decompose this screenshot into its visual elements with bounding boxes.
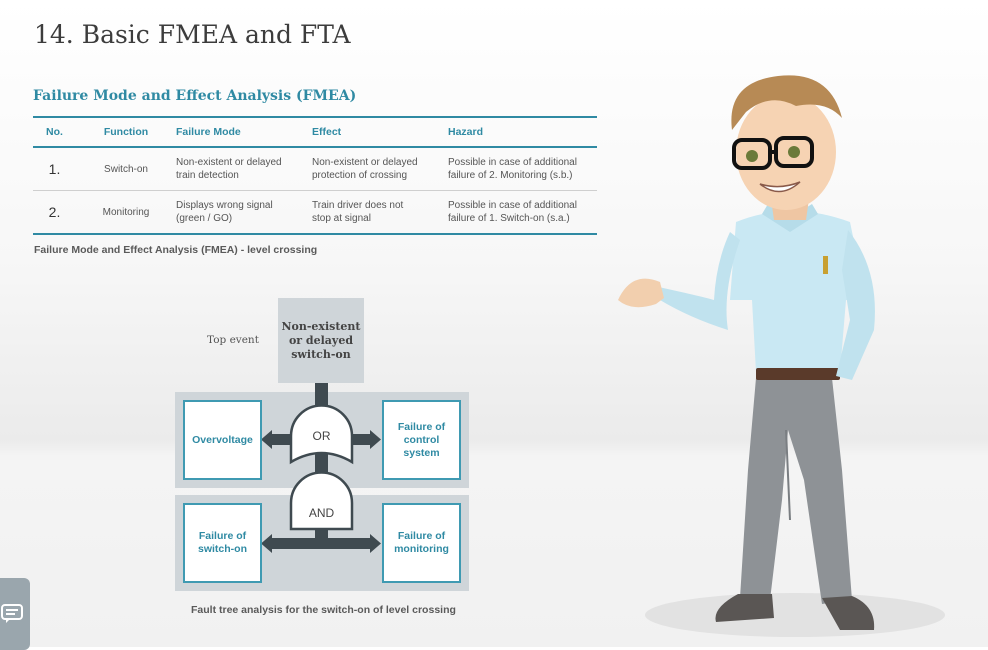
row-no: 1. <box>33 147 76 191</box>
top-event-text: Non-existent or delayed switch-on <box>281 319 361 361</box>
left-shoe <box>715 594 774 622</box>
table-row: 2. Monitoring Displays wrong signal (gre… <box>33 191 597 235</box>
row-failure-mode-text: Non-existent or delayed train detection <box>176 157 282 181</box>
floor-shadow <box>645 593 945 637</box>
arrow-to-control-failure <box>370 430 381 449</box>
switch-on-failure-box: Failure of switch-on <box>183 503 262 583</box>
smile <box>759 181 801 193</box>
table-row: 1. Switch-on Non-existent or delayed tra… <box>33 147 597 191</box>
row-hazard-text: Possible in case of additional failure o… <box>448 157 577 181</box>
left-arm <box>654 232 740 330</box>
pocket-pen <box>823 256 828 274</box>
page-title: 14. Basic FMEA and FTA <box>34 20 351 49</box>
fmea-section-title: Failure Mode and Effect Analysis (FMEA) <box>33 88 357 104</box>
or-gate-shape <box>289 404 354 465</box>
row-failure-mode: Non-existent or delayed train detection <box>176 147 312 191</box>
row-hazard: Possible in case of additional failure o… <box>448 147 597 191</box>
monitoring-failure-box: Failure of monitoring <box>382 503 461 583</box>
and-connector-horizontal <box>270 538 374 549</box>
top-event-label: Top event <box>207 334 259 346</box>
right-shoe <box>822 596 875 630</box>
fmea-table: No. Function Failure Mode Effect Hazard … <box>33 116 597 235</box>
hair <box>731 75 842 130</box>
row-failure-mode-text: Displays wrong signal (green / GO) <box>176 200 273 224</box>
top-event-box: Non-existent or delayed switch-on <box>278 298 364 383</box>
row-effect-text: Train driver does not stop at signal <box>312 200 404 224</box>
overvoltage-box: Overvoltage <box>183 400 262 480</box>
right-arm <box>836 230 875 380</box>
overvoltage-text: Overvoltage <box>192 433 253 446</box>
row-failure-mode: Displays wrong signal (green / GO) <box>176 191 312 235</box>
row-effect: Train driver does not stop at signal <box>312 191 448 235</box>
trousers <box>740 378 852 604</box>
row-hazard: Possible in case of additional failure o… <box>448 191 597 235</box>
row-effect: Non-existent or delayed protection of cr… <box>312 147 448 191</box>
belt <box>756 368 840 380</box>
or-gate-label: OR <box>313 429 331 443</box>
arrow-to-monitoring-failure <box>370 534 381 553</box>
row-effect-text: Non-existent or delayed protection of cr… <box>312 157 418 181</box>
arrow-to-overvoltage <box>261 430 272 449</box>
header-no: No. <box>33 117 76 148</box>
row-function: Monitoring <box>102 206 150 218</box>
presenter-character <box>618 75 945 637</box>
monitoring-failure-text: Failure of monitoring <box>394 530 449 555</box>
shirt <box>730 211 866 372</box>
arrow-to-switch-on-failure <box>261 534 272 553</box>
header-failure-mode: Failure Mode <box>176 117 312 148</box>
row-function: Switch-on <box>76 147 176 191</box>
control-failure-box: Failure of control system <box>382 400 461 480</box>
chat-bubble-icon <box>1 604 23 623</box>
and-gate-label: AND <box>309 506 335 520</box>
row-hazard-text: Possible in case of additional failure o… <box>448 200 577 224</box>
fta-caption: Fault tree analysis for the switch-on of… <box>191 604 456 616</box>
control-failure-text: Failure of control system <box>397 420 446 459</box>
presenting-hand <box>618 278 664 308</box>
fmea-header-row: No. Function Failure Mode Effect Hazard <box>33 117 597 148</box>
header-function: Function <box>76 117 176 148</box>
head <box>736 94 836 210</box>
and-gate-shape <box>289 471 354 531</box>
switch-on-failure-text: Failure of switch-on <box>198 530 247 555</box>
row-no: 2. <box>48 203 61 220</box>
chat-button[interactable] <box>0 578 30 650</box>
header-hazard: Hazard <box>448 117 597 148</box>
fmea-caption: Failure Mode and Effect Analysis (FMEA) … <box>34 244 318 256</box>
header-effect: Effect <box>312 117 448 148</box>
